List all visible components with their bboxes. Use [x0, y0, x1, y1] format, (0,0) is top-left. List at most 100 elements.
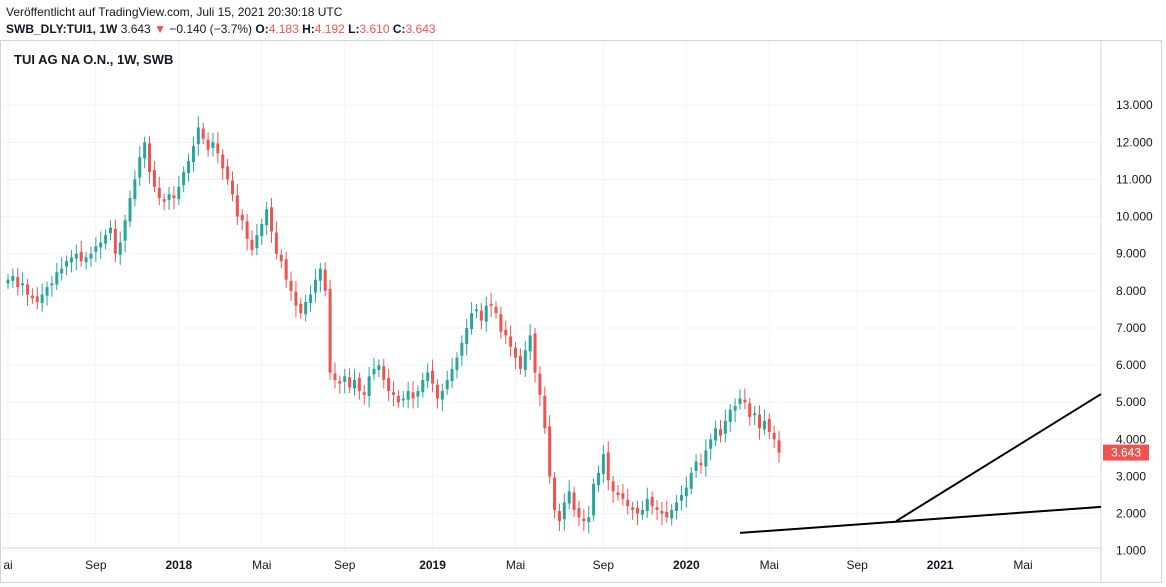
candle-body — [167, 194, 171, 200]
candle-body — [60, 268, 64, 274]
x-tick-label: Mai — [252, 558, 271, 572]
candle-body — [333, 373, 337, 380]
candle-body — [723, 420, 727, 434]
candle-body — [338, 381, 342, 384]
candle-body — [445, 379, 449, 390]
candle-body — [309, 294, 313, 304]
last-price-label: 3.643 — [1111, 446, 1141, 460]
candle-body — [562, 502, 566, 520]
candle-body — [601, 454, 605, 474]
candle-body — [162, 199, 166, 202]
candle-body — [636, 508, 640, 514]
candle-body — [187, 160, 191, 174]
chart-title: TUI AG NA O.N., 1W, SWB — [14, 52, 174, 67]
candle-body — [762, 420, 766, 430]
candle-body — [645, 498, 649, 512]
candle-body — [392, 392, 396, 395]
candle-body — [382, 366, 386, 380]
candle-body — [455, 357, 459, 370]
candle-body — [343, 376, 347, 382]
candle-body — [606, 452, 610, 481]
candle-body — [74, 253, 78, 259]
x-tick-label: Sep — [85, 558, 107, 572]
candle-body — [704, 450, 708, 467]
y-tick-label: 6.000 — [1116, 358, 1146, 372]
candle-body — [16, 277, 20, 288]
y-tick-label: 13.000 — [1116, 98, 1153, 112]
candle-body — [30, 295, 34, 299]
y-tick-label: 11.000 — [1116, 172, 1152, 186]
candle-body — [401, 398, 405, 401]
candle-body — [99, 242, 103, 248]
candle-body — [489, 303, 493, 306]
candle-body — [435, 384, 439, 399]
y-tick-label: 8.000 — [1116, 284, 1146, 298]
candle-body — [289, 280, 293, 291]
candle-body — [699, 462, 703, 466]
candle-body — [465, 327, 469, 344]
candle-body — [611, 481, 615, 492]
candle-body — [460, 342, 464, 356]
candle-body — [596, 472, 600, 486]
candle-body — [21, 283, 25, 286]
x-tick-label: Mai — [760, 558, 779, 572]
candle-body — [152, 170, 156, 187]
candle-body — [738, 398, 742, 405]
chart-frame[interactable] — [0, 40, 1162, 583]
y-tick-label: 4.000 — [1116, 432, 1146, 446]
candle-body — [89, 253, 93, 259]
ohlc-legend: SWB_DLY:TUI1, 1W 3.643 ▼ −0.140 (−3.7%) … — [6, 22, 436, 36]
candle-body — [616, 492, 620, 496]
candle-body — [548, 426, 552, 477]
candle-body — [367, 376, 371, 396]
symbol-label: SWB_DLY:TUI1, 1W — [6, 22, 118, 36]
open-value: 4.183 — [268, 22, 299, 36]
y-tick-label: 9.000 — [1116, 247, 1146, 261]
candle-body — [733, 405, 737, 411]
candle-body — [157, 187, 161, 199]
candle-body — [582, 518, 586, 522]
candle-body — [660, 511, 664, 514]
candle-body — [143, 142, 147, 159]
candle-body — [479, 310, 483, 321]
candle-body — [767, 418, 771, 432]
candle-body — [670, 509, 674, 519]
candle-body — [484, 305, 488, 322]
y-tick-label: 2.000 — [1116, 507, 1146, 521]
y-tick-label: 1.000 — [1116, 544, 1146, 558]
candle-body — [245, 221, 249, 239]
candle-body — [543, 395, 547, 429]
candle-body — [533, 333, 537, 373]
candle-body — [743, 399, 747, 403]
candle-body — [538, 373, 542, 395]
candle-body — [494, 306, 498, 314]
down-arrow-icon: ▼ — [154, 22, 166, 36]
close-value: 3.643 — [405, 22, 436, 36]
candle-body — [431, 370, 435, 384]
candle-body — [377, 365, 381, 370]
y-tick-label: 5.000 — [1116, 395, 1146, 409]
candle-body — [450, 368, 454, 382]
candle-body — [69, 257, 73, 263]
low-label: L: — [348, 22, 360, 36]
candle-body — [748, 403, 752, 418]
candle-body — [675, 502, 679, 512]
price-change: −0.140 (−3.7%) — [169, 22, 253, 36]
candle-body — [714, 428, 718, 441]
candle-body — [216, 143, 220, 154]
candle-body — [694, 461, 698, 471]
candle-body — [226, 166, 230, 180]
candle-body — [684, 487, 688, 497]
candle-body — [421, 379, 425, 393]
candle-body — [11, 275, 15, 281]
candle-body — [709, 439, 713, 449]
candle-body — [499, 314, 503, 332]
candle-body — [211, 142, 215, 148]
candle-body — [138, 157, 142, 178]
candle-body — [777, 440, 781, 453]
x-tick-label: Mai — [1013, 558, 1032, 572]
candle-body — [357, 378, 361, 392]
candle-body — [406, 391, 410, 400]
candle-body — [387, 378, 391, 392]
